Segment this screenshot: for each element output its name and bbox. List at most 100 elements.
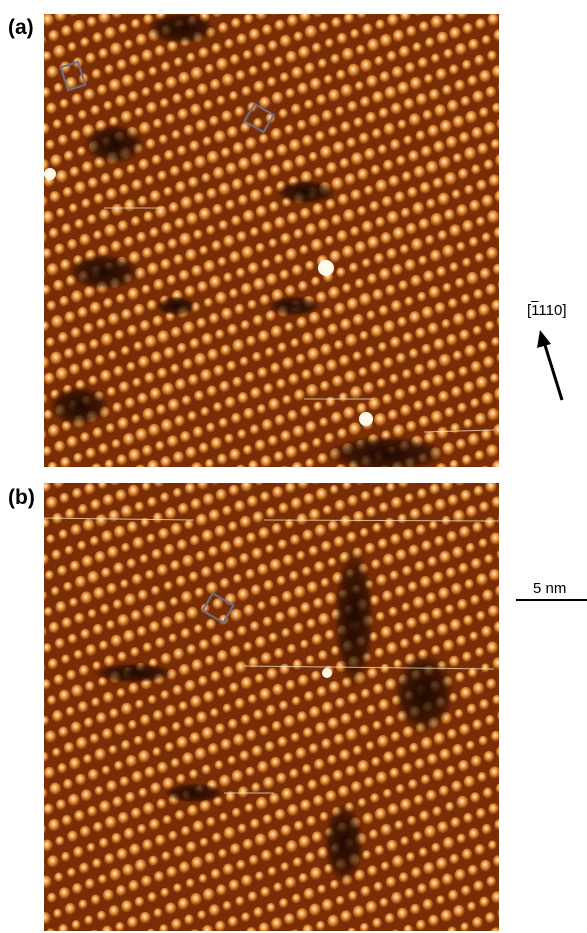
atom xyxy=(268,398,281,412)
atom xyxy=(227,718,238,730)
a-bright-adatom-1 xyxy=(359,412,373,426)
atom xyxy=(264,741,275,753)
atom xyxy=(276,575,287,587)
atom xyxy=(473,288,484,300)
atom xyxy=(208,904,221,917)
atom xyxy=(430,15,443,29)
atom xyxy=(408,348,419,360)
atom xyxy=(262,814,273,825)
atom xyxy=(106,386,117,398)
atom xyxy=(218,417,229,429)
atom xyxy=(243,14,254,25)
atom xyxy=(313,597,324,610)
atom xyxy=(315,487,328,501)
atom xyxy=(487,14,499,26)
atom xyxy=(259,688,272,701)
atom xyxy=(302,924,314,931)
atom xyxy=(317,58,328,69)
atom xyxy=(408,113,421,127)
atom xyxy=(441,319,451,330)
atom xyxy=(194,390,205,402)
atom xyxy=(279,34,292,48)
atom xyxy=(240,320,251,331)
atom xyxy=(336,230,348,243)
atom xyxy=(210,868,221,880)
atom xyxy=(455,672,465,683)
atom xyxy=(215,723,226,735)
atom xyxy=(222,666,234,679)
atom xyxy=(115,293,126,304)
atom xyxy=(387,803,399,816)
a-atom-lattice xyxy=(44,14,499,467)
atom xyxy=(124,397,136,410)
atom xyxy=(416,919,426,931)
atom xyxy=(311,831,323,844)
atom xyxy=(310,238,323,253)
atom xyxy=(135,699,144,710)
atom xyxy=(461,454,472,466)
atom xyxy=(380,861,390,872)
atom xyxy=(274,846,284,857)
atom xyxy=(477,340,488,353)
atom xyxy=(96,712,107,725)
atom xyxy=(302,727,313,739)
atom xyxy=(277,342,288,354)
atom xyxy=(475,647,485,658)
atom xyxy=(205,458,215,467)
atom xyxy=(174,611,186,625)
atom xyxy=(147,496,158,508)
atom xyxy=(242,838,254,851)
atom xyxy=(254,673,265,684)
atom xyxy=(228,484,240,497)
atom xyxy=(199,799,212,813)
atom xyxy=(57,763,68,774)
atom xyxy=(455,42,467,56)
atom xyxy=(450,423,461,434)
atom xyxy=(257,601,267,611)
atom xyxy=(141,284,151,295)
atom xyxy=(53,908,63,919)
atom xyxy=(274,19,286,32)
atom xyxy=(53,44,66,59)
atom xyxy=(206,225,216,236)
atom xyxy=(435,857,448,871)
atom xyxy=(300,639,309,650)
atom xyxy=(374,647,385,659)
atom xyxy=(239,515,252,529)
atom xyxy=(370,164,381,176)
atom xyxy=(134,501,145,513)
atom xyxy=(496,316,499,327)
atom xyxy=(123,827,135,840)
atom xyxy=(448,889,459,902)
atom xyxy=(343,209,356,223)
atom xyxy=(309,706,321,719)
atom xyxy=(182,752,194,765)
atom xyxy=(327,520,339,532)
atom xyxy=(284,519,295,530)
atom xyxy=(138,355,150,369)
atom xyxy=(352,905,365,919)
atom xyxy=(251,745,263,758)
atom xyxy=(277,736,288,748)
atom xyxy=(268,238,278,249)
atom xyxy=(404,888,415,899)
atom xyxy=(386,642,398,655)
atom xyxy=(73,649,83,660)
atom xyxy=(176,773,186,785)
atom xyxy=(347,692,359,705)
atom xyxy=(461,885,471,897)
atom xyxy=(404,259,416,272)
atom xyxy=(61,617,73,629)
atom xyxy=(364,185,374,196)
atom xyxy=(103,297,114,309)
atom xyxy=(485,283,497,296)
atom xyxy=(44,284,51,296)
atom xyxy=(249,227,260,238)
atom xyxy=(313,401,323,412)
atom xyxy=(148,423,161,437)
atom xyxy=(414,560,425,573)
atom xyxy=(486,876,497,887)
atom xyxy=(374,807,387,821)
atom xyxy=(311,276,321,287)
atom xyxy=(216,884,227,896)
